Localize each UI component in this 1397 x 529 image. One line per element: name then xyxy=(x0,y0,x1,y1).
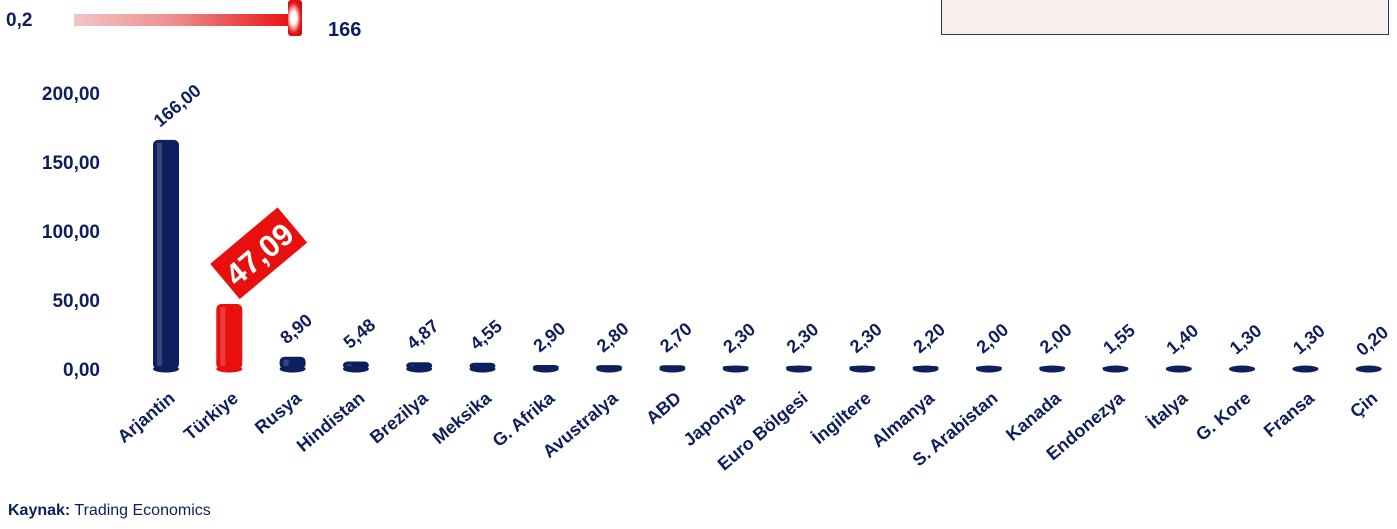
bar-base xyxy=(1102,365,1129,373)
value-label: 2,30 xyxy=(783,319,823,357)
bar-base xyxy=(153,365,179,373)
value-label: 2,90 xyxy=(530,318,570,356)
bar-base xyxy=(1292,365,1319,373)
legend-box xyxy=(941,0,1389,35)
source-note: Kaynak: Trading Economics xyxy=(8,502,211,520)
bar-base xyxy=(406,365,433,373)
bar-base xyxy=(469,365,496,373)
bar-base xyxy=(216,365,243,373)
bar-base xyxy=(1355,365,1382,373)
value-label: 8,90 xyxy=(276,310,316,348)
bar-base xyxy=(1039,365,1066,373)
category-label: İtalya xyxy=(1143,387,1192,433)
scale-min-label: 0,2 xyxy=(6,10,33,31)
y-tick-label: 50,00 xyxy=(52,291,100,312)
category-label: İngiltere xyxy=(808,388,874,448)
bar-highlight xyxy=(283,359,289,366)
value-label: 2,30 xyxy=(719,319,759,357)
bar-base xyxy=(1229,365,1256,373)
y-tick-label: 150,00 xyxy=(42,153,100,174)
category-label: Hindistan xyxy=(293,388,369,456)
bar xyxy=(279,356,306,369)
scale-max-label: 166 xyxy=(328,19,362,41)
bar-highlight xyxy=(157,142,162,366)
value-label: 0,20 xyxy=(1352,322,1392,360)
category-label: G. Kore xyxy=(1192,388,1255,445)
value-label: 4,55 xyxy=(466,316,506,354)
category-label: Rusya xyxy=(251,387,306,438)
category-label: Fransa xyxy=(1260,387,1319,441)
bar-highlight xyxy=(346,364,352,366)
value-label: 5,48 xyxy=(340,315,380,353)
bar-highlight xyxy=(220,307,226,366)
category-label: Çin xyxy=(1346,388,1381,422)
bar-base xyxy=(532,365,559,373)
category-label: Türkiye xyxy=(180,388,242,444)
category-label: ABD xyxy=(642,388,685,428)
bar xyxy=(216,304,243,369)
category-label: Arjantin xyxy=(114,388,179,447)
bar-base xyxy=(722,365,749,373)
value-label: 1,30 xyxy=(1226,320,1266,358)
y-tick-label: 0,00 xyxy=(63,360,100,381)
bar-base xyxy=(849,365,876,373)
bar-base xyxy=(912,365,939,373)
value-label: 2,80 xyxy=(593,318,633,356)
category-label: Brezilya xyxy=(366,387,432,447)
y-tick-label: 200,00 xyxy=(42,84,100,105)
value-label: 2,20 xyxy=(909,319,949,357)
value-label: 1,40 xyxy=(1163,320,1203,358)
bar-base xyxy=(596,365,623,373)
bar-highlight xyxy=(410,365,416,366)
source-label: Kaynak: xyxy=(8,502,71,519)
highlight-value-badge: 47,09 xyxy=(210,207,308,300)
value-label: 2,00 xyxy=(1036,319,1076,357)
y-tick-label: 100,00 xyxy=(42,222,100,243)
color-scale-cap xyxy=(288,0,302,36)
bar-base xyxy=(786,365,812,373)
bar-base xyxy=(279,365,306,373)
category-label: Meksika xyxy=(429,387,496,448)
color-scale-bar xyxy=(74,14,294,26)
value-label: 166,00 xyxy=(150,80,205,131)
source-value: Trading Economics xyxy=(74,502,211,519)
bar-base xyxy=(975,365,1002,373)
bar-base xyxy=(1165,365,1192,373)
value-label: 1,30 xyxy=(1289,320,1329,358)
bar-base xyxy=(342,365,369,373)
bar-base xyxy=(659,365,686,373)
badge-background xyxy=(210,207,308,300)
scale-legend: 0,2 166 xyxy=(0,0,1397,50)
value-label: 2,30 xyxy=(846,319,886,357)
value-label: 1,55 xyxy=(1099,320,1139,358)
value-label: 2,00 xyxy=(973,319,1013,357)
value-label: 4,87 xyxy=(403,315,443,353)
bar xyxy=(153,139,179,369)
value-label: 2,70 xyxy=(656,318,696,356)
